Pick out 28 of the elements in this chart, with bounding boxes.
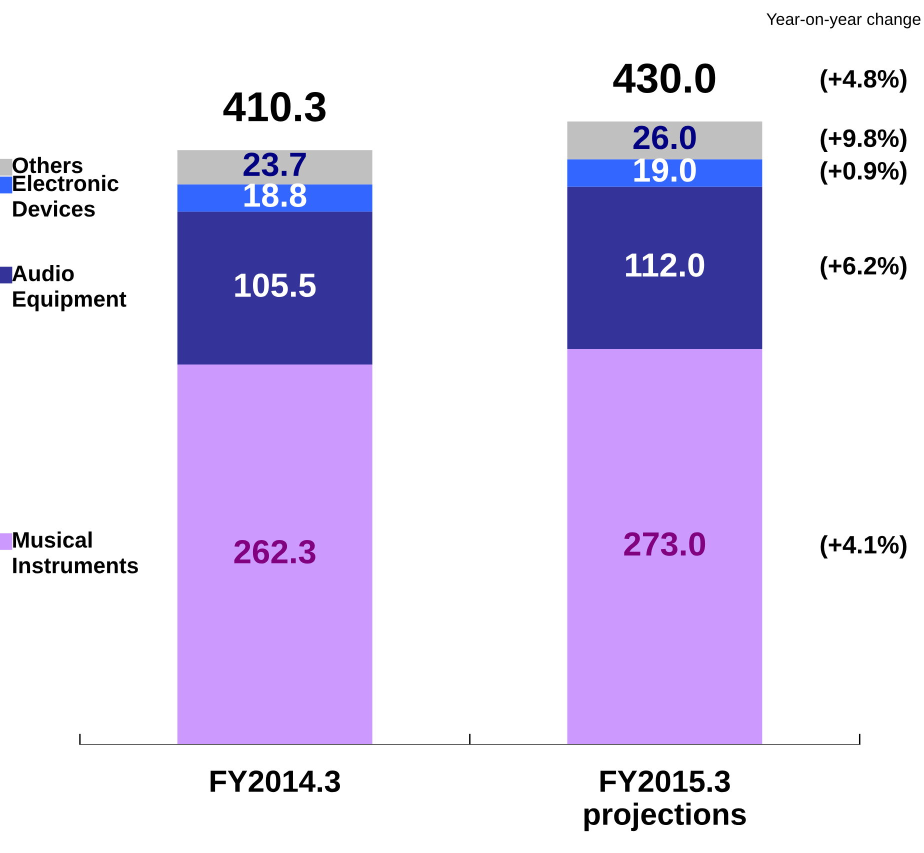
total-label: 410.3 bbox=[223, 92, 326, 122]
data-label: 18.8 bbox=[244, 183, 306, 207]
data-label: 26.0 bbox=[633, 126, 696, 150]
bar bbox=[567, 186, 762, 350]
annotation: (+4.1%) bbox=[820, 535, 906, 559]
legend-label: Audio Equipment bbox=[12, 264, 126, 312]
legend-label: Electronic Devices bbox=[13, 174, 118, 217]
legend-label: Musical Instruments bbox=[13, 531, 138, 574]
total-label: 430.0 bbox=[613, 63, 716, 94]
data-label: 105.5 bbox=[235, 273, 316, 298]
bar bbox=[177, 212, 372, 365]
x-tick-label: FY2014.3 bbox=[210, 770, 340, 792]
annotation: (+0.9%) bbox=[820, 161, 906, 185]
legend-label: Others bbox=[12, 156, 82, 174]
text: Year-on-year change bbox=[766, 12, 920, 28]
data-label: 112.0 bbox=[626, 253, 704, 277]
bar bbox=[177, 150, 372, 184]
bar bbox=[567, 349, 762, 745]
text: (+4.8%) bbox=[820, 69, 906, 93]
data-label: 23.7 bbox=[244, 152, 306, 176]
bar bbox=[177, 364, 372, 745]
annotation: (+6.2%) bbox=[820, 256, 906, 280]
bar bbox=[567, 122, 762, 160]
x-tick-label: FY2015.3 projections bbox=[584, 770, 746, 832]
annotation: (+9.8%) bbox=[820, 128, 906, 152]
data-label: 273.0 bbox=[624, 532, 706, 556]
data-label: 19.0 bbox=[634, 158, 696, 182]
data-label: 262.3 bbox=[234, 540, 316, 564]
